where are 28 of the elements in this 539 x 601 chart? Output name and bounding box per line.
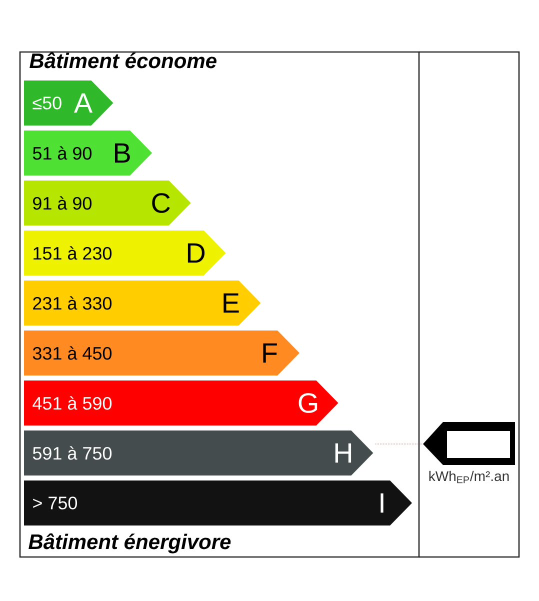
- bar: [24, 380, 338, 426]
- annotation: 591 à 750: [32, 446, 112, 460]
- annotation: 91 à 90: [33, 196, 92, 210]
- annotation: 331 à 450: [32, 346, 112, 360]
- y-tick-label: F: [263, 343, 277, 363]
- annotation: 51 à 90: [32, 146, 92, 160]
- y-tick-label: H: [335, 443, 352, 463]
- y-tick-label: E: [224, 293, 239, 313]
- annotation: 451 à 590: [32, 396, 112, 410]
- bar: [24, 280, 261, 326]
- text: Bâtiment énergivore: [28, 533, 231, 554]
- y-tick-label: G: [298, 393, 318, 413]
- annotation: 231 à 330: [33, 296, 112, 310]
- bar: [24, 330, 300, 376]
- annotation: > 750: [33, 496, 78, 510]
- y-tick-label: I: [380, 493, 384, 513]
- text: kWh$_{EP}$/m².an: [429, 470, 509, 484]
- annotation: ≤50: [32, 96, 62, 110]
- bar: [24, 230, 226, 276]
- y-tick-label: C: [152, 193, 170, 213]
- bar: [24, 430, 374, 476]
- bar: [24, 480, 412, 526]
- chart-title: Bâtiment économe: [30, 52, 216, 68]
- annotation: 151 à 230: [34, 246, 112, 260]
- y-tick-label: D: [188, 243, 205, 263]
- y-tick-label: B: [115, 143, 130, 163]
- bar: [24, 180, 191, 226]
- y-tick-label: A: [74, 93, 93, 113]
